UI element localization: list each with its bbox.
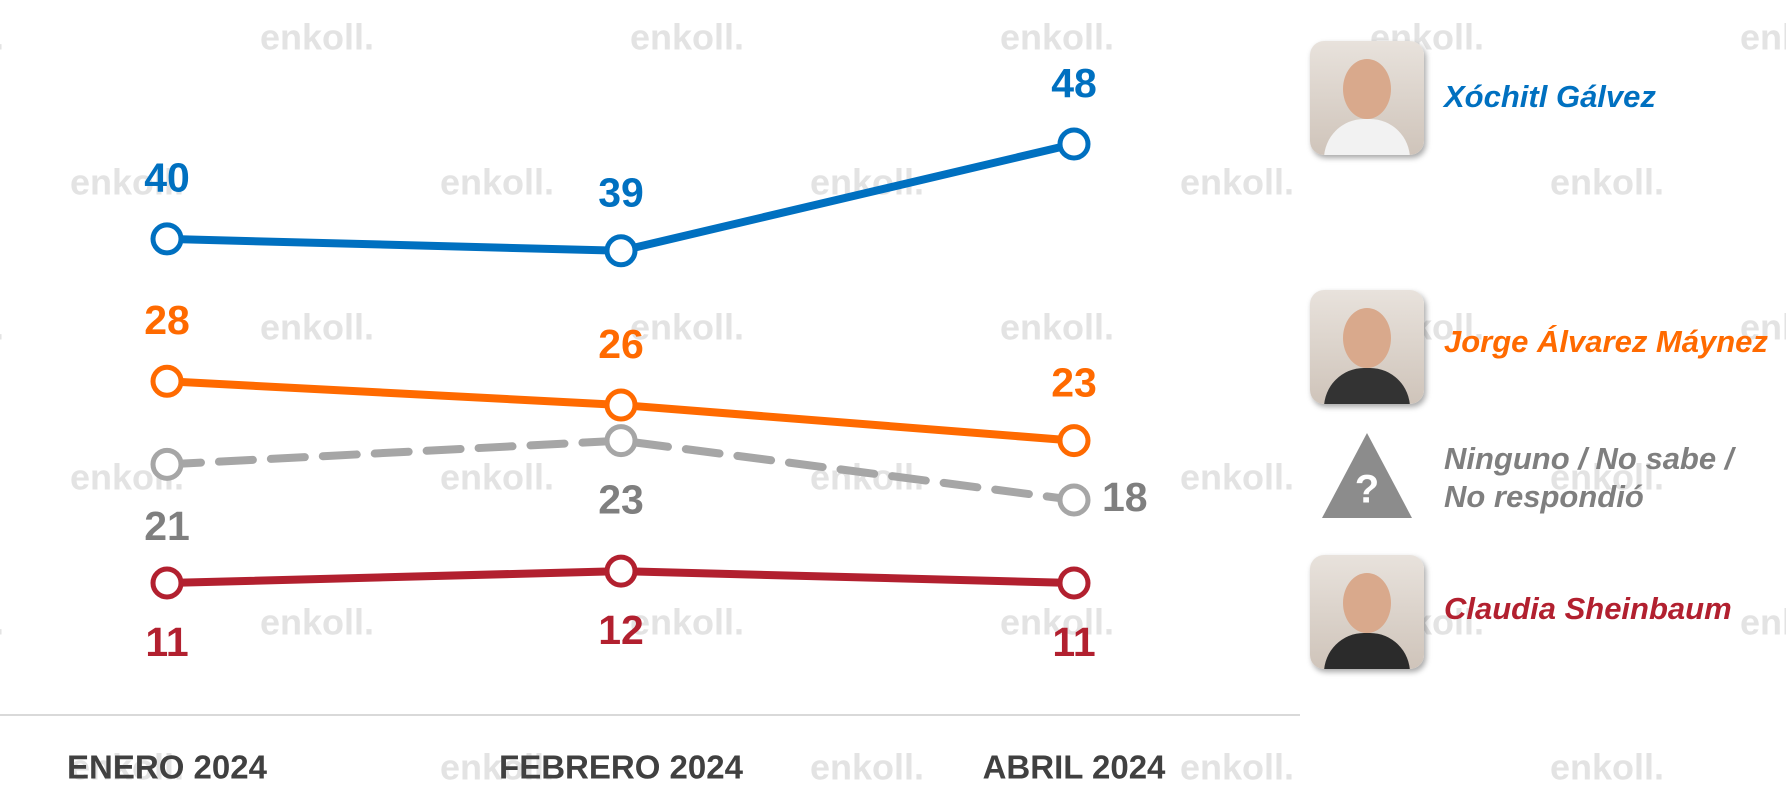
marker xyxy=(153,367,181,395)
watermark: enkoll. xyxy=(1180,457,1294,498)
legend-label: Ninguno / No sabe / No respondió xyxy=(1444,440,1774,516)
marker xyxy=(1060,569,1088,597)
legend-label: Jorge Álvarez Máynez xyxy=(1444,323,1774,361)
data-label: 39 xyxy=(598,170,644,216)
data-label: 11 xyxy=(145,619,188,665)
photo xyxy=(1310,41,1424,155)
data-label: 48 xyxy=(1051,60,1097,106)
watermark: enkoll. xyxy=(630,602,744,643)
x-tick-label: ABRIL 2024 xyxy=(983,749,1166,786)
data-label: 18 xyxy=(1102,474,1148,520)
marker xyxy=(153,225,181,253)
legend-label: Claudia Sheinbaum xyxy=(1444,590,1774,628)
watermark: enkoll. xyxy=(440,457,554,498)
photo xyxy=(1310,290,1424,404)
marker xyxy=(1060,427,1088,455)
watermark: enkoll. xyxy=(1550,162,1664,203)
watermark: enkoll. xyxy=(1180,162,1294,203)
watermark: enkoll. xyxy=(0,17,4,58)
watermark: enkoll. xyxy=(260,17,374,58)
legend-label: Xóchitl Gálvez xyxy=(1444,78,1774,116)
watermark: enkoll. xyxy=(1180,747,1294,787)
data-label: 28 xyxy=(144,297,190,343)
watermark: enkoll. xyxy=(440,162,554,203)
watermark: enkoll. xyxy=(260,602,374,643)
marker xyxy=(1060,486,1088,514)
data-label: 40 xyxy=(144,155,190,201)
marker xyxy=(607,557,635,585)
watermarks: enkoll. enkoll. enkoll. enkoll. enkoll. enkol… xyxy=(0,17,1786,787)
watermark: enkoll. xyxy=(630,17,744,58)
marker xyxy=(153,450,181,478)
x-tick-label: FEBRERO 2024 xyxy=(499,749,744,786)
watermark: enkoll. xyxy=(1550,747,1664,787)
marker xyxy=(607,237,635,265)
data-label: 23 xyxy=(1051,359,1097,405)
marker xyxy=(607,427,635,455)
data-label: 23 xyxy=(598,476,644,522)
marker xyxy=(153,569,181,597)
watermark: enkoll. xyxy=(1740,17,1786,58)
page: enkoll. enkoll. enkoll. enkoll. enkoll. enkol… xyxy=(0,0,1786,787)
x-tick-label: ENERO 2024 xyxy=(67,749,268,786)
photo xyxy=(1310,555,1424,669)
watermark: enkoll. xyxy=(1000,17,1114,58)
watermark: enkoll. xyxy=(0,602,4,643)
watermark: enkoll. xyxy=(810,747,924,787)
data-label: 11 xyxy=(1052,619,1095,665)
watermark: enkoll. xyxy=(1000,307,1114,348)
data-label: 12 xyxy=(598,607,644,653)
marker xyxy=(1060,130,1088,158)
unknown-icon-mark: ? xyxy=(1355,468,1379,512)
watermark: enkoll. xyxy=(0,307,4,348)
chart: enkoll. enkoll. enkoll. enkoll. enkoll. enkol… xyxy=(0,0,1786,787)
data-label: 21 xyxy=(144,503,190,549)
watermark: enkoll. xyxy=(630,307,744,348)
marker xyxy=(607,391,635,419)
watermark: enkoll. xyxy=(260,307,374,348)
data-label: 26 xyxy=(598,321,644,367)
